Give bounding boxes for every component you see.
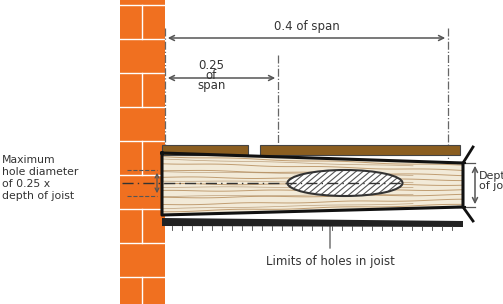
Text: hole diameter: hole diameter [2,167,78,177]
Text: of joist: of joist [479,181,503,191]
Polygon shape [162,218,463,227]
Text: span: span [197,79,226,92]
Text: Limits of holes in joist: Limits of holes in joist [266,255,394,268]
Bar [120,0,165,304]
Text: Depth: Depth [479,171,503,181]
Text: of 0.25 x: of 0.25 x [2,179,50,189]
Text: Maximum: Maximum [2,155,56,165]
Bar [260,145,460,155]
Text: depth of joist: depth of joist [2,191,74,201]
Bar [162,145,248,155]
Text: of: of [206,69,217,82]
Text: 0.25: 0.25 [199,59,224,72]
Text: 0.4 of span: 0.4 of span [274,20,340,33]
Polygon shape [162,153,463,215]
Ellipse shape [288,170,402,196]
